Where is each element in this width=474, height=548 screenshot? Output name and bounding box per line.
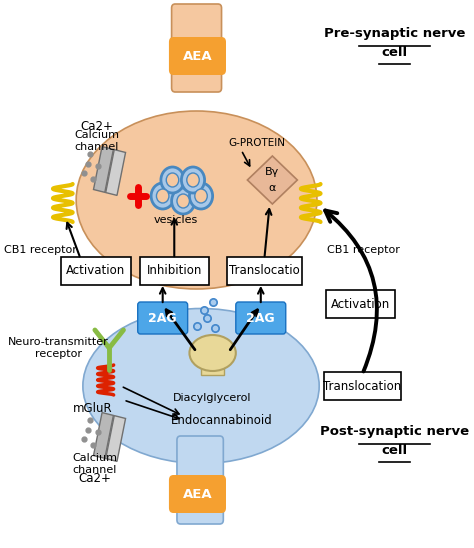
FancyBboxPatch shape bbox=[172, 4, 221, 92]
Text: Ca2+: Ca2+ bbox=[79, 471, 111, 484]
Text: CB1 receptor: CB1 receptor bbox=[327, 245, 400, 255]
Polygon shape bbox=[106, 415, 126, 461]
FancyBboxPatch shape bbox=[139, 257, 209, 285]
Text: cell: cell bbox=[382, 443, 408, 456]
Text: Pre-synaptic nerve: Pre-synaptic nerve bbox=[324, 27, 465, 41]
Circle shape bbox=[182, 167, 205, 193]
Text: Diacylglycerol: Diacylglycerol bbox=[173, 393, 252, 403]
Polygon shape bbox=[106, 150, 126, 196]
Ellipse shape bbox=[190, 335, 236, 371]
Text: Bγ: Bγ bbox=[265, 167, 280, 177]
FancyBboxPatch shape bbox=[177, 436, 223, 524]
FancyBboxPatch shape bbox=[61, 257, 130, 285]
Text: Ca2+: Ca2+ bbox=[80, 119, 113, 133]
Text: G-PROTEIN: G-PROTEIN bbox=[229, 138, 286, 148]
FancyBboxPatch shape bbox=[236, 302, 286, 334]
Text: Neuro-transmitter
receptor: Neuro-transmitter receptor bbox=[8, 337, 109, 359]
Text: α: α bbox=[269, 183, 276, 193]
Ellipse shape bbox=[76, 111, 317, 289]
Text: Translocatio: Translocatio bbox=[229, 265, 300, 277]
Text: cell: cell bbox=[382, 45, 408, 59]
Circle shape bbox=[151, 183, 174, 209]
Text: Inhibition: Inhibition bbox=[146, 265, 202, 277]
Polygon shape bbox=[247, 156, 297, 204]
Circle shape bbox=[177, 194, 190, 208]
Circle shape bbox=[190, 183, 213, 209]
Text: Endocannabinoid: Endocannabinoid bbox=[171, 414, 273, 426]
Circle shape bbox=[172, 188, 195, 214]
Text: Post-synaptic nerve: Post-synaptic nerve bbox=[320, 425, 469, 438]
FancyBboxPatch shape bbox=[138, 302, 188, 334]
Polygon shape bbox=[93, 146, 113, 192]
Text: 2AG: 2AG bbox=[246, 311, 275, 324]
Text: vesicles: vesicles bbox=[154, 215, 198, 225]
FancyBboxPatch shape bbox=[169, 37, 226, 75]
FancyArrowPatch shape bbox=[325, 210, 377, 372]
FancyBboxPatch shape bbox=[169, 475, 226, 513]
FancyBboxPatch shape bbox=[324, 372, 401, 400]
Text: AEA: AEA bbox=[182, 49, 212, 62]
Circle shape bbox=[156, 189, 169, 203]
Text: CB1 receptor: CB1 receptor bbox=[4, 245, 77, 255]
Ellipse shape bbox=[83, 309, 319, 464]
Text: AEA: AEA bbox=[182, 488, 212, 500]
FancyBboxPatch shape bbox=[227, 257, 302, 285]
Text: Calcium
channel: Calcium channel bbox=[73, 453, 118, 475]
Text: Translocation: Translocation bbox=[323, 380, 401, 392]
FancyBboxPatch shape bbox=[326, 290, 395, 318]
Text: 2AG: 2AG bbox=[148, 311, 177, 324]
Bar bbox=[201, 353, 224, 375]
Circle shape bbox=[161, 167, 184, 193]
Polygon shape bbox=[93, 413, 113, 458]
Text: Activation: Activation bbox=[331, 298, 390, 311]
Text: mGluR: mGluR bbox=[73, 402, 113, 414]
Circle shape bbox=[187, 173, 199, 187]
Circle shape bbox=[195, 189, 207, 203]
Circle shape bbox=[166, 173, 179, 187]
Text: Activation: Activation bbox=[66, 265, 126, 277]
Text: Calcium
channel: Calcium channel bbox=[74, 130, 119, 152]
